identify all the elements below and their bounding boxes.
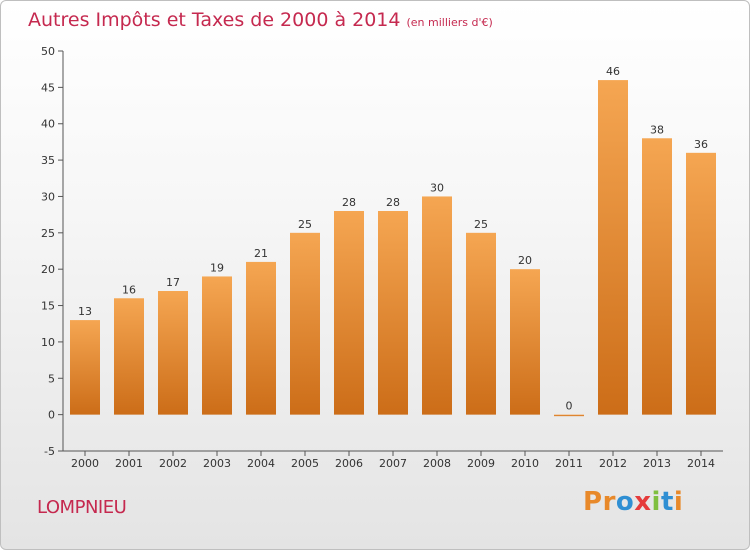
y-tick-label: 45 <box>41 81 55 94</box>
y-tick-label: 15 <box>41 300 55 313</box>
bar <box>686 152 716 415</box>
bar-value-label: 38 <box>650 123 664 136</box>
x-tick-label: 2005 <box>291 457 319 470</box>
bar-value-label: 46 <box>606 65 620 78</box>
logo-letter: r <box>602 487 616 517</box>
x-tick-label: 2003 <box>203 457 231 470</box>
logo-letter: x <box>634 487 652 517</box>
bar <box>510 269 540 415</box>
bar <box>642 138 672 415</box>
y-tick-label: -5 <box>44 445 55 458</box>
x-tick-label: 2013 <box>643 457 671 470</box>
bar <box>598 80 628 415</box>
chart-title-text: Autres Impôts et Taxes de 2000 à 2014 <box>28 9 401 31</box>
y-tick-label: 50 <box>41 45 55 58</box>
bar-value-label: 17 <box>166 276 180 289</box>
bar <box>70 320 100 415</box>
logo-letter: P <box>583 487 603 517</box>
bar <box>290 232 320 415</box>
logo-letter: i <box>651 487 661 517</box>
bar-value-label: 21 <box>254 247 268 260</box>
bar-value-label: 13 <box>78 305 92 318</box>
bar <box>202 276 232 415</box>
x-tick-label: 2009 <box>467 457 495 470</box>
x-tick-label: 2000 <box>71 457 99 470</box>
bar <box>378 211 408 415</box>
bar-value-label: 30 <box>430 181 444 194</box>
x-tick-label: 2008 <box>423 457 451 470</box>
bar-value-label: 16 <box>122 283 136 296</box>
y-tick-label: 35 <box>41 154 55 167</box>
x-tick-label: 2004 <box>247 457 275 470</box>
bar-value-label: 28 <box>386 196 400 209</box>
x-tick-label: 2001 <box>115 457 143 470</box>
bar-value-label: 20 <box>518 254 532 267</box>
y-tick-label: 0 <box>48 409 55 422</box>
logo-letter: i <box>673 487 684 517</box>
bar-value-label: 25 <box>298 218 312 231</box>
bar <box>466 232 496 415</box>
chart-bars: 13 16 17 19 21 25 28 28 30 25 20 0 46 38 36 <box>70 65 716 417</box>
chart-title: Autres Impôts et Taxes de 2000 à 2014 (en… <box>28 9 493 31</box>
y-tick-label: 25 <box>41 227 55 240</box>
bar <box>554 414 584 417</box>
y-tick-label: 40 <box>41 118 55 131</box>
y-tick-label: 5 <box>48 372 55 385</box>
x-tick-label: 2006 <box>335 457 363 470</box>
y-tick-label: 20 <box>41 263 55 276</box>
bar-value-label: 28 <box>342 196 356 209</box>
x-tick-label: 2002 <box>159 457 187 470</box>
logo-letter: t <box>660 487 674 517</box>
x-tick-label: 2011 <box>555 457 583 470</box>
bar-value-label: 19 <box>210 261 224 274</box>
y-tick-label: 10 <box>41 336 55 349</box>
bar-value-label: 25 <box>474 218 488 231</box>
x-tick-label: 2012 <box>599 457 627 470</box>
bar <box>158 291 188 415</box>
logo-letter: o <box>615 487 635 517</box>
bar <box>334 211 364 415</box>
chart-axes: -5 0 5 10 15 20 25 30 35 40 45 50 2000 2001 2002 2003 20… <box>41 45 723 470</box>
bar <box>422 196 452 415</box>
bar <box>246 261 276 415</box>
x-tick-label: 2010 <box>511 457 539 470</box>
proxiti-logo: Proxiti <box>583 487 683 517</box>
x-tick-label: 2014 <box>687 457 715 470</box>
bar <box>114 298 144 415</box>
place-name: LOMPNIEU <box>37 497 127 518</box>
bar-value-label: 0 <box>566 400 573 413</box>
x-tick-label: 2007 <box>379 457 407 470</box>
chart-subtitle: (en milliers d'€) <box>406 16 493 29</box>
y-tick-label: 30 <box>41 190 55 203</box>
bar-value-label: 36 <box>694 138 708 151</box>
